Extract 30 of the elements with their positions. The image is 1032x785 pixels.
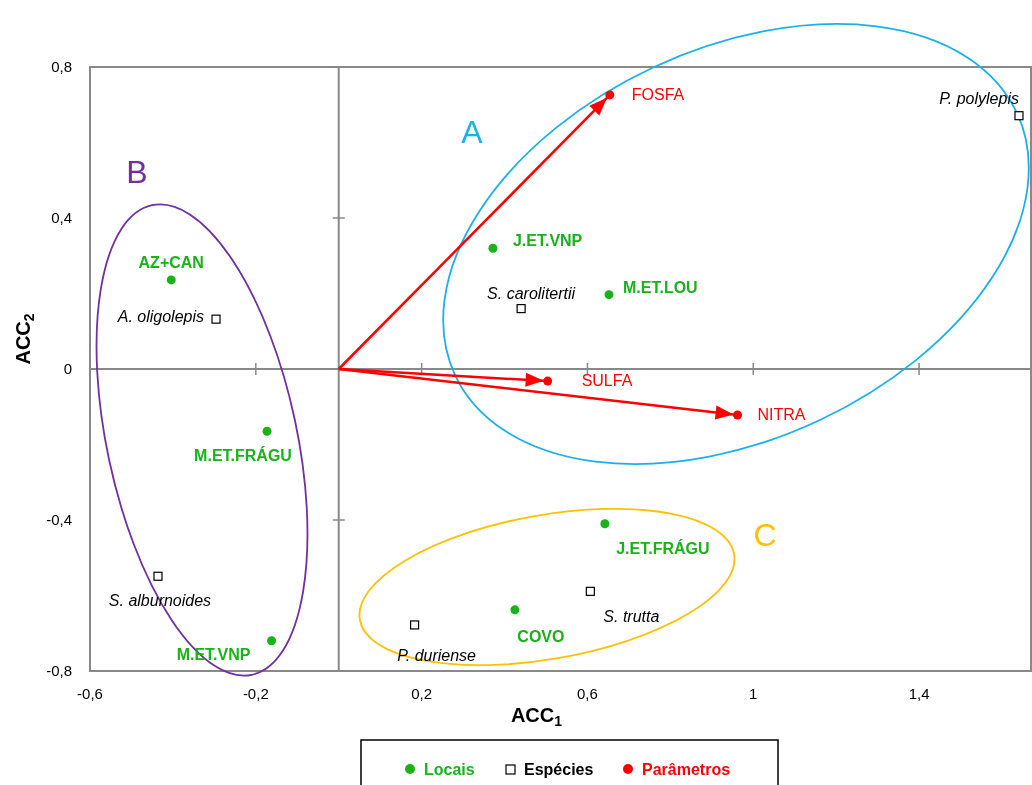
data-label: S. trutta [603,608,660,626]
data-label: A. oligolepis [116,308,205,326]
y-tick-label: -0,8 [46,662,72,679]
data-label: S. carolitertii [487,284,576,302]
data-label: AZ+CAN [138,253,204,271]
y-tick-label: 0,4 [51,209,72,226]
y-tick-label: 0,8 [51,58,72,75]
data-label: J.ET.VNP [512,232,583,250]
data-label: COVO [517,627,565,645]
annotation: B [126,154,148,190]
x-tick-label: 0,2 [411,685,433,702]
x-axis-title: ACC$_{1}$ [510,704,563,729]
x-tick-label: -0,6 [77,685,103,702]
y-tick-label: 0 [63,360,72,377]
x-tick-label: 1 [749,685,758,702]
data-label: FOSFA [631,85,685,103]
data-label: M.ET.FRÁGU [194,446,292,465]
x-tick-label: 1,4 [908,685,930,702]
legend-label: Espécies [524,761,594,778]
y-tick-label: -0,4 [46,511,72,528]
legend-label: Parâmetros [642,761,731,778]
data-label: SULFA [581,372,633,390]
data-label: J.ET.FRÁGU [616,538,710,557]
annotation: C [753,517,777,553]
data-label: M.ET.LOU [623,278,698,296]
x-tick-label: 0,6 [577,685,598,702]
legend-label: Locais [424,761,475,778]
x-tick-label: -0,2 [242,685,269,702]
annotation: A [461,114,484,150]
data-label: NITRA [757,406,806,424]
